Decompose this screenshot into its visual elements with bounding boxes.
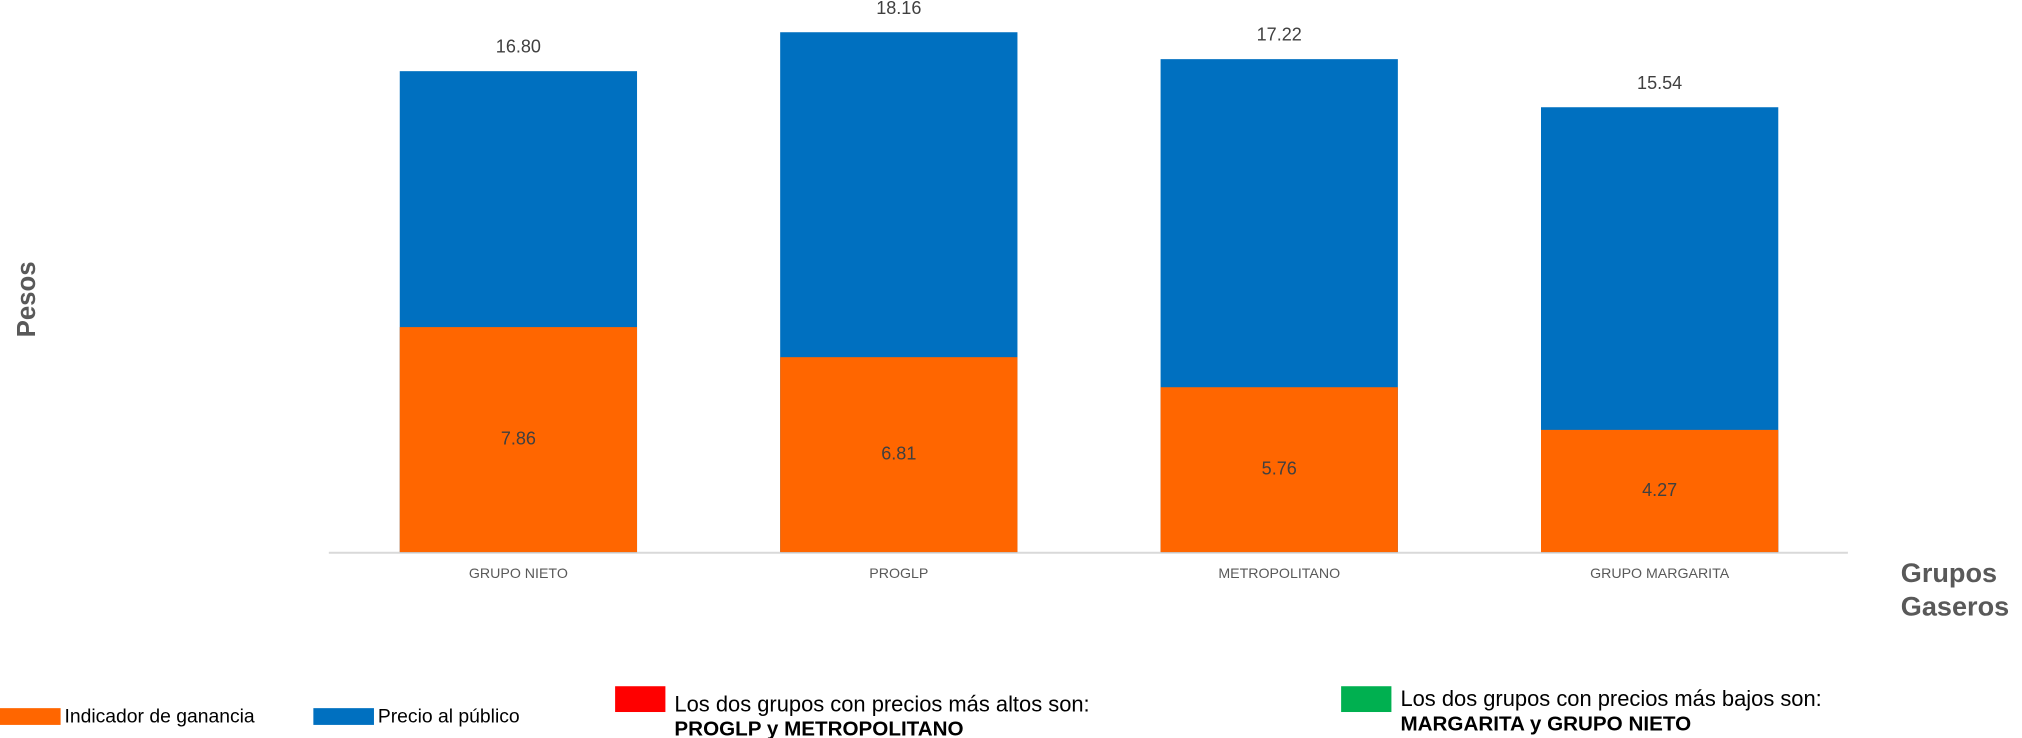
y-axis-title: Pesos <box>13 261 41 337</box>
legend-label: Indicador de ganancia <box>64 705 254 727</box>
x-tick-label: METROPOLITANO <box>1218 566 1340 582</box>
bar <box>1541 429 1779 553</box>
data-label: 18.16 <box>876 0 921 18</box>
data-label: 16.80 <box>496 37 541 57</box>
data-label: 7.86 <box>501 428 536 448</box>
x-tick-label: GRUPO NIETO <box>469 566 568 582</box>
data-label: 4.27 <box>1642 480 1677 500</box>
legend-swatch <box>313 708 374 725</box>
legend-label: Precio al público <box>378 705 520 727</box>
note-bold: PROGLP y METROPOLITANO <box>674 718 963 738</box>
data-label: 17.22 <box>1257 25 1302 45</box>
bar <box>399 327 638 553</box>
data-label: 15.54 <box>1637 73 1682 93</box>
x-tick-label: PROGLP <box>869 566 928 582</box>
bar <box>1160 387 1398 553</box>
note-swatch <box>615 686 666 713</box>
bar <box>780 357 1018 553</box>
data-label: 6.81 <box>881 443 916 463</box>
data-label: 5.76 <box>1262 458 1297 478</box>
note-text: Los dos grupos con precios más bajos son… <box>1400 686 1821 711</box>
legend-swatch <box>0 708 61 725</box>
note-swatch <box>1341 686 1392 713</box>
x-axis-title-box: Grupos Gaseros <box>1900 558 2010 622</box>
note-bold: MARGARITA y GRUPO NIETO <box>1400 712 1691 735</box>
x-axis-title: Grupos Gaseros <box>1900 558 2010 622</box>
x-tick-label: GRUPO MARGARITA <box>1590 566 1730 582</box>
note-text: Los dos grupos con precios más altos son… <box>674 691 1089 716</box>
